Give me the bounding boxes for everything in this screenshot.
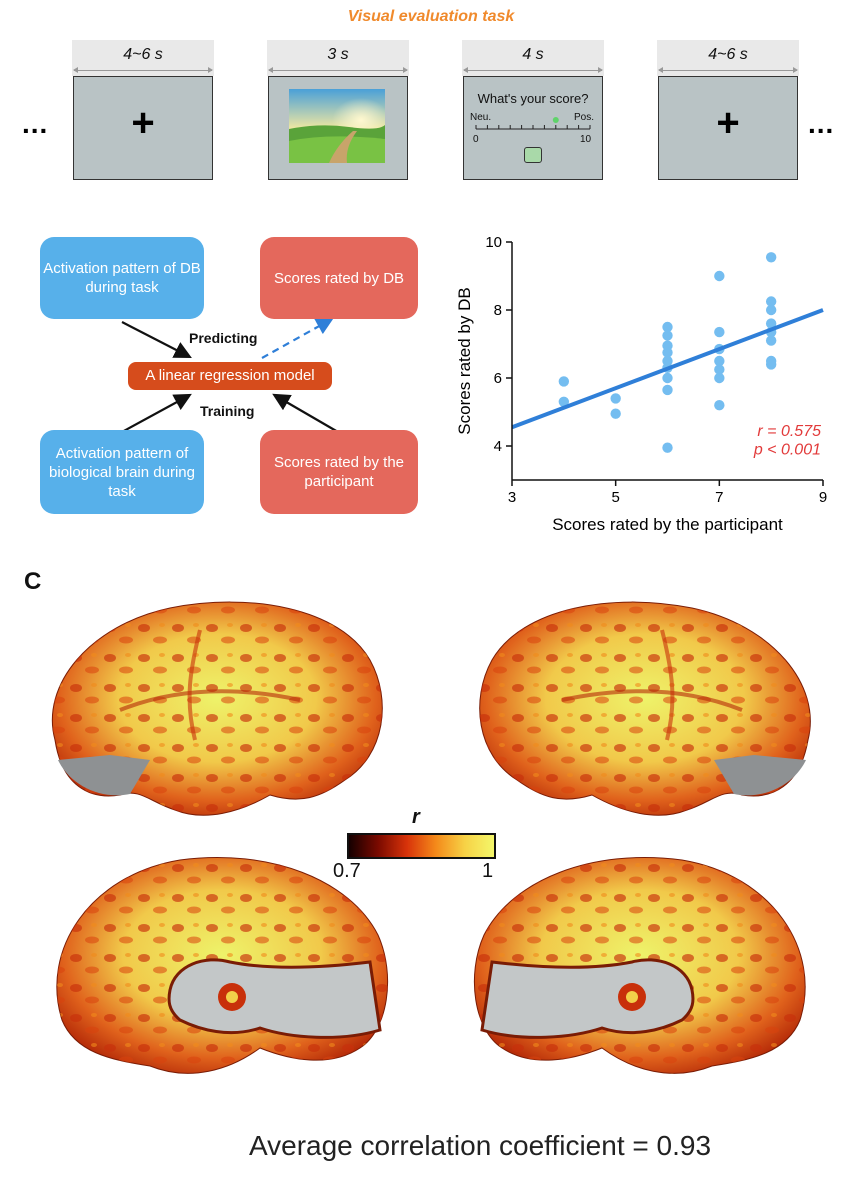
colorbar	[347, 833, 496, 859]
x-tick-label: 5	[611, 489, 619, 506]
frame-duration: 3 s	[327, 46, 349, 63]
data-point	[765, 359, 777, 370]
data-point	[765, 335, 777, 346]
trailing-ellipsis: ...	[808, 108, 835, 139]
rating-scale-min: 0	[473, 134, 479, 145]
flow-arrows	[121, 317, 339, 433]
y-tick-label: 8	[494, 302, 502, 319]
regression-model-box: A linear regression model	[128, 362, 332, 390]
duration-arrow	[73, 67, 213, 73]
data-point	[714, 270, 725, 282]
confirm-box-icon	[524, 147, 542, 163]
data-point	[558, 376, 570, 387]
rating-scale-max: 10	[580, 134, 592, 145]
data-point	[765, 304, 777, 316]
brain-right-lateral	[479, 601, 811, 816]
data-point	[765, 296, 777, 307]
data-point	[610, 393, 621, 404]
rating-left-anchor: Neu.	[470, 112, 492, 123]
x-tick-label: 7	[715, 489, 723, 506]
data-point	[558, 396, 570, 407]
data-point	[662, 384, 673, 396]
bio-activation-box: Activation pattern of biological brain d…	[40, 430, 204, 514]
rating-question: What's your score?	[477, 91, 589, 106]
data-point	[662, 347, 673, 358]
duration-arrow	[268, 67, 408, 73]
landscape-image	[289, 89, 385, 163]
frame-duration: 4~6 s	[708, 46, 748, 63]
data-point	[610, 408, 621, 419]
task-frame-fixation-1: 4~6 s +	[72, 40, 214, 180]
brain-left-medial	[56, 857, 389, 1074]
data-point	[662, 372, 673, 384]
task-frame-fixation-2: 4~6 s +	[657, 40, 799, 180]
brain-right-medial	[473, 857, 806, 1074]
data-point	[714, 372, 725, 384]
brain-maps	[51, 601, 811, 1074]
scatter-chart: 3 5 7 9 4 6 8 10 r = 0.575 p < 0.001 Scores rat…	[455, 234, 827, 534]
average-correlation-text: Average correlation coefficient = 0.93	[248, 1130, 712, 1161]
data-point	[714, 355, 725, 367]
panel-c-label: C	[24, 568, 42, 595]
fixation-cross-icon: +	[716, 101, 740, 145]
frame-duration: 4 s	[522, 46, 544, 63]
rating-right-anchor: Pos.	[573, 112, 594, 123]
frame-duration: 4~6 s	[123, 46, 163, 63]
colorbar-title: r	[412, 806, 420, 828]
fit-line	[511, 308, 824, 430]
y-tick-label: 10	[485, 234, 502, 251]
p-annotation: p < 0.001	[753, 442, 821, 459]
duration-arrow	[463, 67, 603, 73]
data-point	[765, 318, 777, 329]
data-point	[662, 330, 673, 341]
x-tick-label: 9	[819, 489, 827, 506]
participant-scores-box: Scores rated by the participant	[260, 430, 418, 514]
y-tick-label: 6	[494, 370, 502, 387]
x-axis-label: Scores rated by the participant	[552, 515, 783, 534]
duration-arrow	[658, 67, 798, 73]
rating-scale	[475, 117, 591, 130]
predicting-label: Predicting	[189, 330, 258, 346]
data-point	[662, 442, 673, 453]
task-title: Visual evaluation task	[347, 8, 515, 25]
r-annotation: r = 0.575	[757, 423, 821, 440]
colorbar-max: 1	[482, 860, 494, 882]
data-point	[714, 326, 725, 338]
data-point	[714, 400, 725, 411]
rating-marker-icon	[552, 117, 559, 123]
data-point	[714, 364, 725, 375]
task-frame-rating: 4 s What's your score? Neu. Pos. 0 10	[462, 40, 604, 180]
db-scores-box: Scores rated by DB	[260, 237, 418, 319]
y-tick-label: 4	[494, 438, 502, 455]
fixation-cross-icon: +	[131, 101, 155, 145]
training-label: Training	[200, 403, 255, 419]
data-point	[765, 252, 777, 263]
leading-ellipsis: ...	[22, 108, 49, 139]
brain-left-lateral	[51, 601, 383, 816]
task-frame-image: 3 s	[267, 40, 409, 180]
db-activation-box: Activation pattern of DB during task	[40, 237, 204, 319]
colorbar-min: 0.7	[333, 860, 361, 882]
data-point	[662, 321, 673, 333]
y-axis-label: Scores rated by DB	[455, 287, 474, 434]
x-tick-label: 3	[508, 489, 516, 506]
